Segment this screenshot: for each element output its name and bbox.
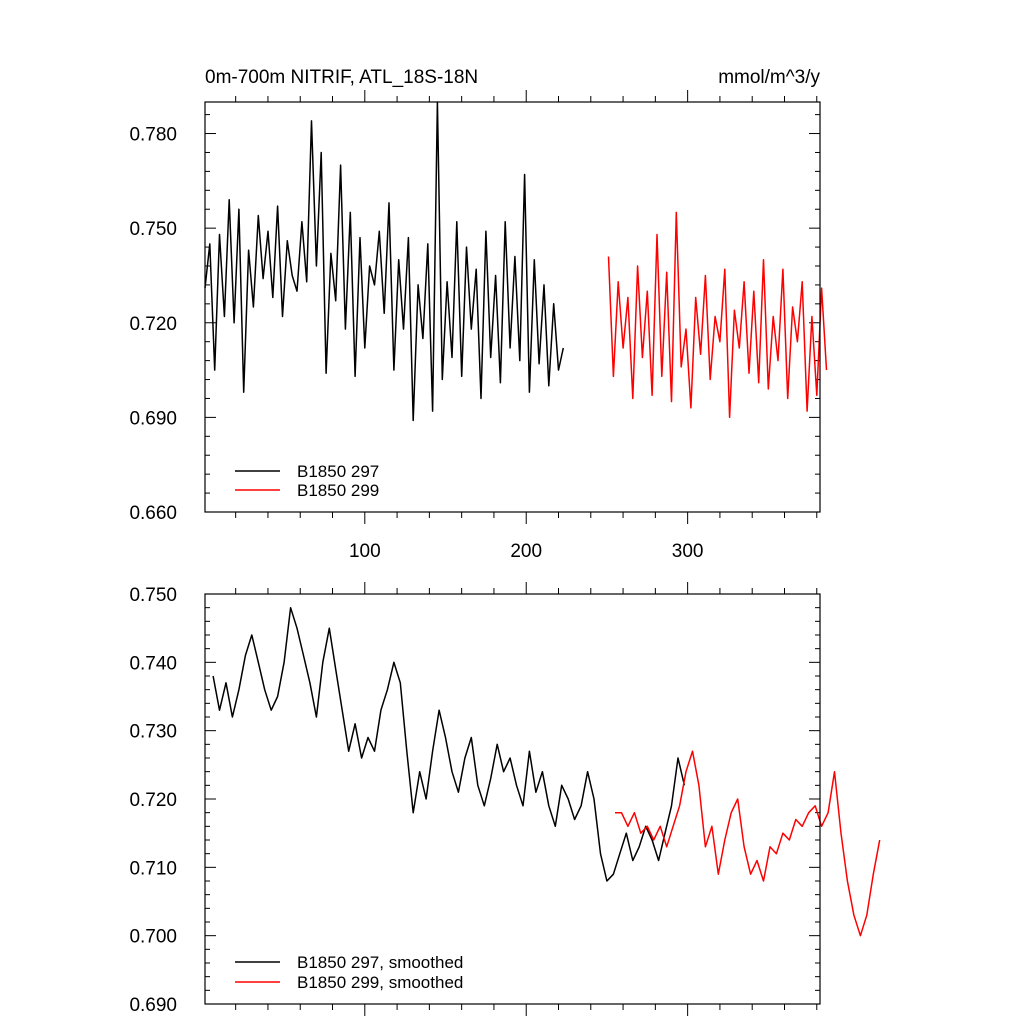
top-chart-units: mmol/m^3/y: [718, 67, 820, 88]
top-series-line-b1850-297: [204, 101, 565, 422]
bottom-legend-label-297: B1850 297, smoothed: [297, 953, 463, 972]
ytick-label: 0.750: [129, 585, 177, 606]
bottom-series-lines: [212, 606, 881, 937]
top-series-lines: [204, 101, 828, 422]
ytick-label: 0.730: [129, 722, 177, 743]
xtick-label: 300: [672, 541, 704, 562]
top-ytick-labels: 0.660 0.690 0.720 0.750 0.780: [129, 125, 177, 524]
bottom-series-line-b1850-297-smoothed: [212, 606, 686, 882]
top-plot-frame: [204, 101, 821, 513]
ytick-label: 0.690: [129, 408, 177, 429]
ytick-label: 0.660: [129, 503, 177, 524]
ytick-label: 0.720: [129, 790, 177, 811]
bottom-legend: B1850 297, smoothed B1850 299, smoothed: [235, 953, 463, 992]
top-xtick-labels: 100 200 300: [349, 541, 704, 562]
ytick-label: 0.710: [129, 858, 177, 879]
ytick-label: 0.690: [129, 995, 177, 1016]
ytick-label: 0.750: [129, 219, 177, 240]
top-legend-label-299: B1850 299: [297, 481, 379, 500]
top-axis-ticks: [205, 90, 820, 524]
xtick-label: 100: [349, 541, 381, 562]
bottom-plot-frame: [204, 593, 821, 1005]
ytick-label: 0.740: [129, 653, 177, 674]
top-legend-label-297: B1850 297: [297, 462, 379, 481]
ytick-label: 0.780: [129, 125, 177, 146]
bottom-series-line-b1850-299-smoothed: [615, 750, 881, 937]
bottom-panel: 0.690 0.700 0.710 0.720 0.730 0.740 0.750 B185…: [129, 582, 881, 1016]
bottom-axis-ticks: [205, 582, 820, 1016]
top-legend: B1850 297 B1850 299: [235, 462, 379, 500]
top-chart-title: 0m-700m NITRIF, ATL_18S-18N: [205, 67, 478, 88]
bottom-legend-label-299: B1850 299, smoothed: [297, 973, 463, 992]
ytick-label: 0.720: [129, 314, 177, 335]
xtick-label: 200: [510, 541, 542, 562]
ytick-label: 0.700: [129, 927, 177, 948]
top-panel: 0m-700m NITRIF, ATL_18S-18N mmol/m^3/y 0…: [129, 67, 828, 562]
bottom-ytick-labels: 0.690 0.700 0.710 0.720 0.730 0.740 0.750: [129, 585, 177, 1016]
top-series-line-b1850-299: [607, 211, 828, 419]
